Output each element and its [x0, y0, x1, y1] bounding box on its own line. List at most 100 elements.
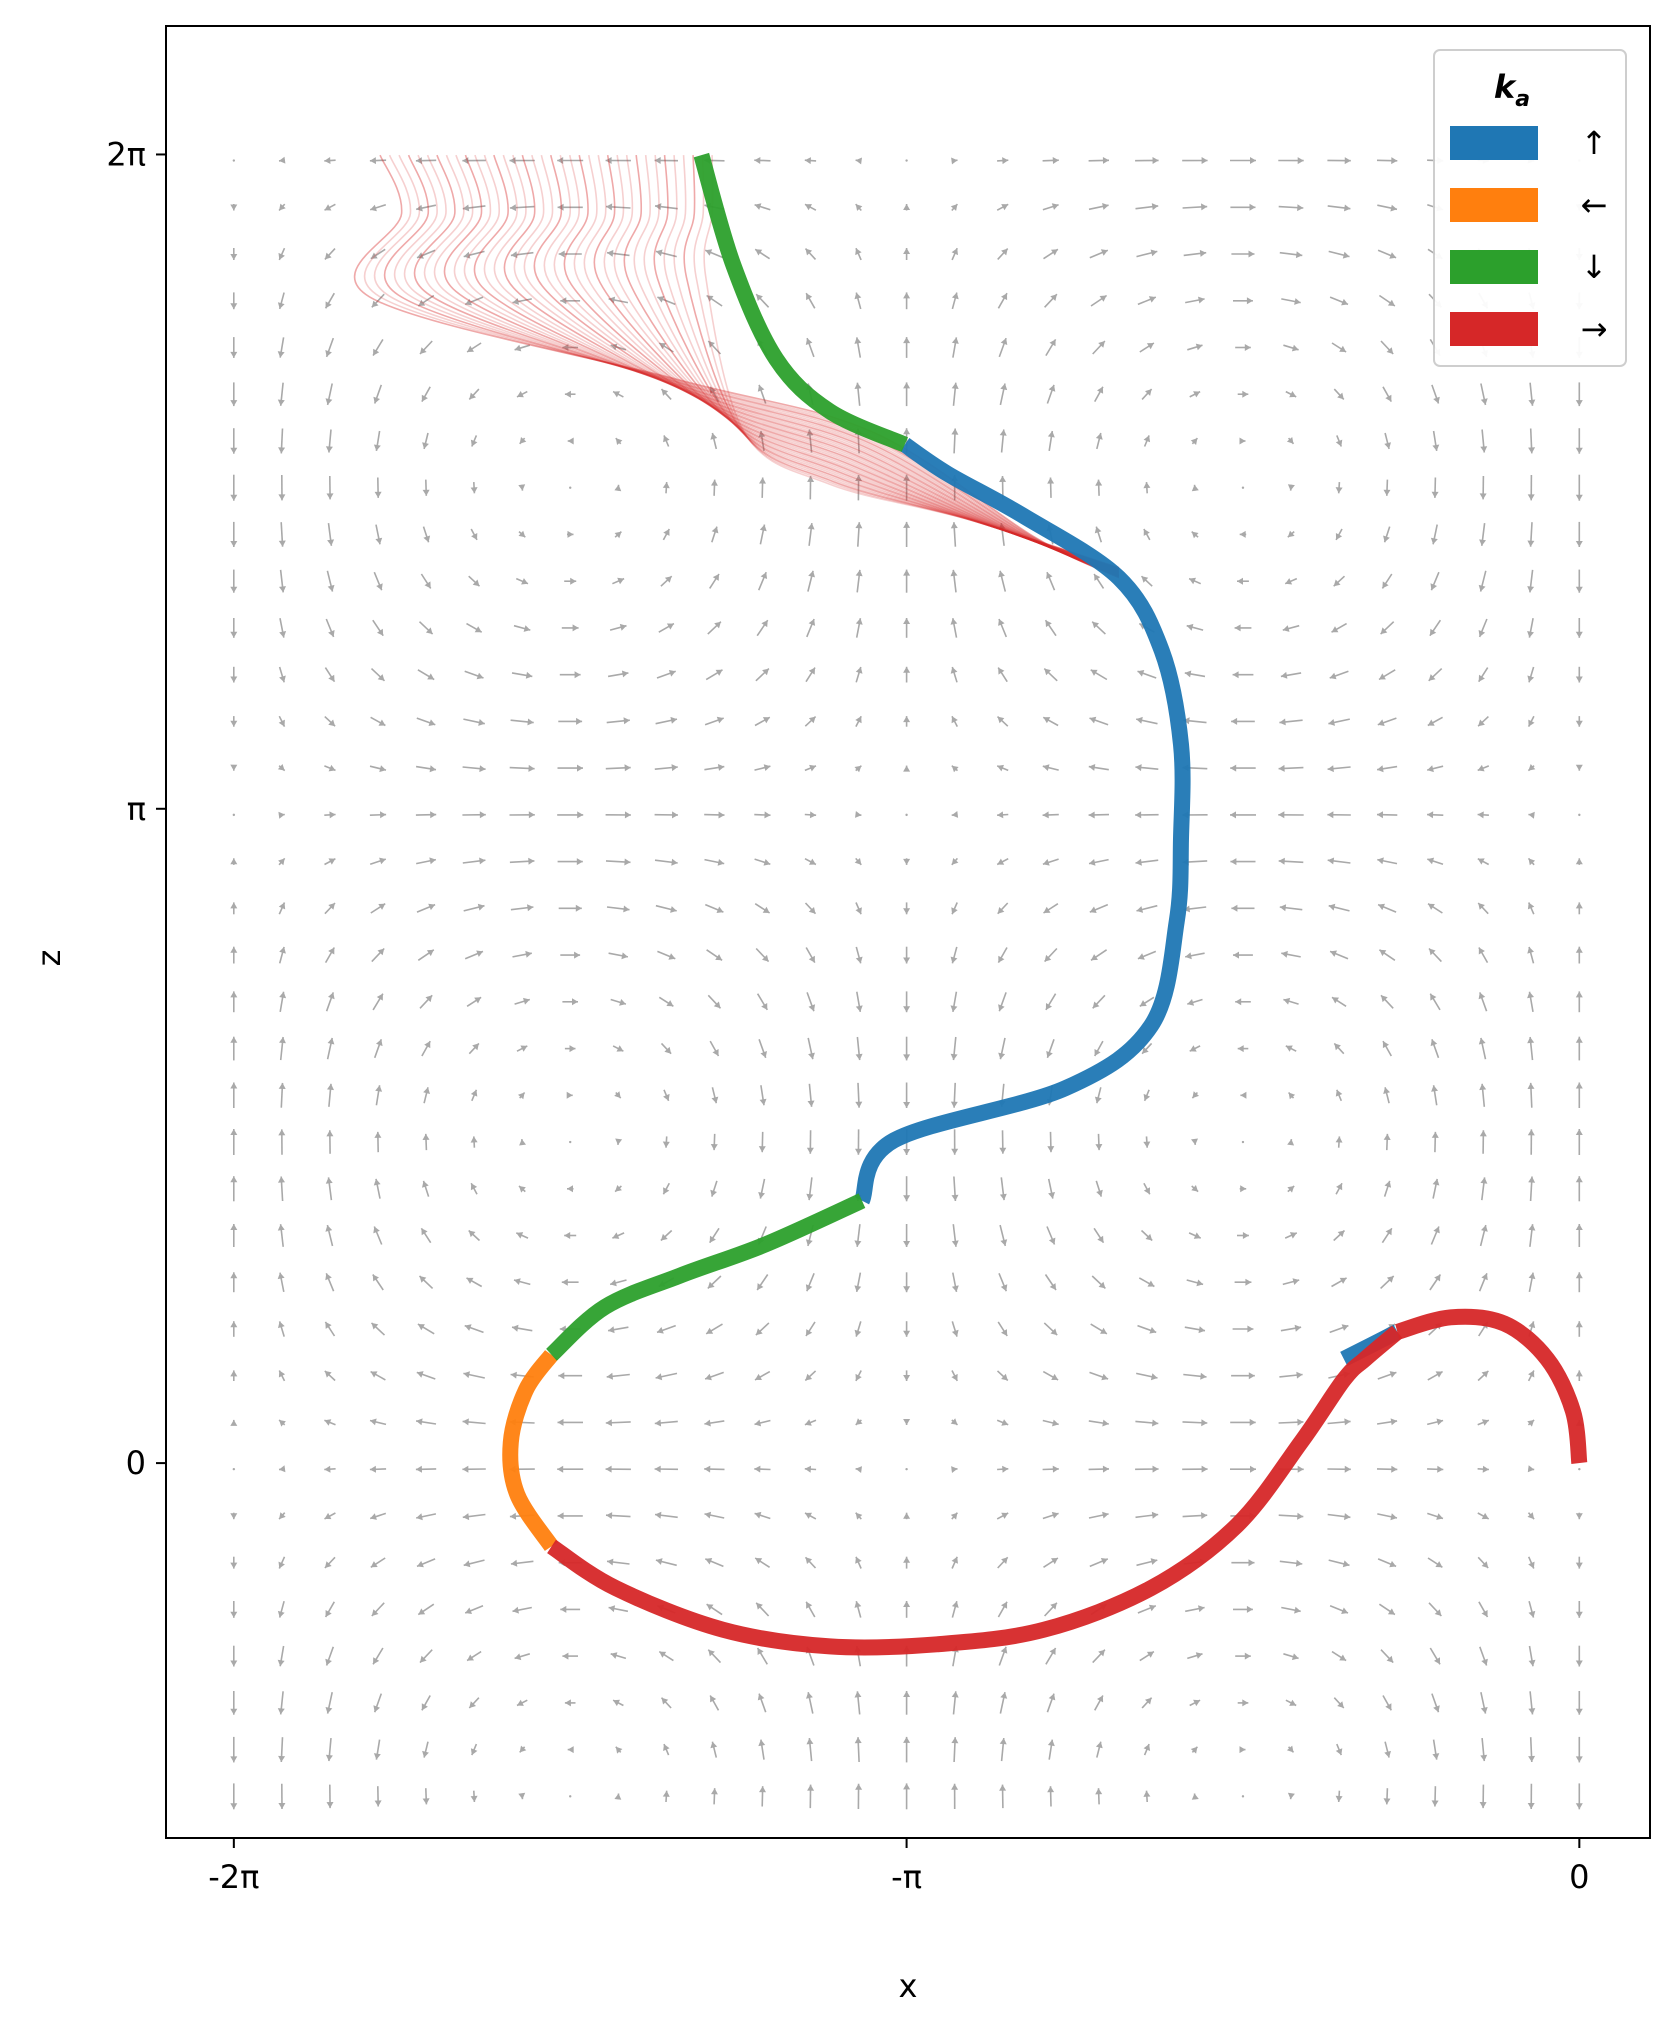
vector-arrow [415, 157, 437, 165]
vector-arrow [1382, 1695, 1392, 1711]
vector-arrow [998, 337, 1008, 358]
vector-arrow [1377, 903, 1397, 913]
vector-arrow [1183, 905, 1207, 913]
faint-trajectory [483, 154, 1120, 575]
vector-arrow [756, 1274, 769, 1291]
vector-arrow [422, 1180, 430, 1197]
vector-arrow [509, 764, 535, 772]
vector-arrow [326, 1037, 335, 1060]
vector-arrow [277, 764, 286, 772]
vector-arrow [707, 621, 722, 635]
vector-arrow [1575, 1176, 1583, 1202]
vector-arrow [278, 715, 286, 727]
vector-arrow [230, 1272, 238, 1293]
vector-arrow [230, 902, 238, 915]
vector-arrow [417, 669, 435, 681]
vector-arrow [277, 1645, 285, 1667]
vector-arrow [998, 992, 1007, 1012]
vector-arrow [372, 993, 384, 1011]
vector-arrow [996, 716, 1009, 727]
vector-arrow [951, 765, 959, 773]
vector-arrow [1383, 479, 1391, 496]
vector-arrow [660, 1229, 673, 1242]
vector-arrow [1279, 1371, 1303, 1379]
vector-arrow [854, 382, 862, 406]
vector-arrow [854, 1691, 862, 1715]
vector-arrow [466, 622, 483, 633]
vector-arrow [1331, 1650, 1347, 1662]
vector-arrow [1377, 1558, 1397, 1568]
vector-arrow [1278, 1418, 1304, 1426]
vector-arrow [1088, 1511, 1109, 1519]
vector-arrow [1527, 857, 1536, 866]
vector-arrow [1287, 530, 1295, 538]
vector-arrow [1279, 904, 1303, 912]
vector-arrow [950, 203, 959, 212]
vector-arrow [1187, 343, 1203, 351]
vector-arrow [569, 486, 572, 489]
vector-arrow [369, 1512, 387, 1520]
vector-arrow [1287, 1185, 1295, 1193]
vector-arrow [754, 716, 771, 727]
vector-arrow [1280, 671, 1302, 679]
vector-arrow [756, 1647, 768, 1665]
vector-arrow [1285, 1045, 1297, 1052]
vector-arrow [421, 386, 431, 402]
vector-arrow [1137, 1324, 1157, 1334]
vector-arrow [369, 1465, 387, 1473]
vector-arrow [1575, 1272, 1583, 1293]
vector-arrow [1328, 903, 1350, 912]
vector-arrow [1575, 1321, 1583, 1337]
vector-arrow [758, 1178, 766, 1199]
vector-arrow [1427, 1557, 1443, 1568]
vector-arrow [278, 946, 286, 964]
legend-swatch [1450, 312, 1538, 346]
vector-arrow [1329, 296, 1349, 306]
vector-arrow [855, 1082, 863, 1108]
vector-arrow [374, 1131, 382, 1153]
vector-arrow [1191, 484, 1199, 492]
faint-trajectory [703, 155, 1120, 569]
vector-arrow [855, 1556, 862, 1569]
vector-arrow [325, 1272, 335, 1292]
vector-arrow [1429, 1647, 1441, 1665]
vector-arrow [560, 951, 581, 959]
vector-arrow [278, 474, 286, 501]
vector-arrow [422, 432, 429, 450]
vector-arrow [805, 337, 815, 358]
vector-arrow [996, 1370, 1009, 1382]
vector-arrow [658, 996, 674, 1007]
vector-arrow [605, 157, 631, 164]
vector-arrow [654, 1419, 678, 1427]
vector-arrow [759, 477, 766, 498]
vector-arrow [1044, 1602, 1058, 1617]
vector-arrow [903, 1601, 911, 1618]
vector-arrow [704, 1465, 725, 1473]
vector-arrow [230, 337, 238, 358]
vector-arrow [373, 430, 381, 452]
vector-arrow [654, 203, 678, 211]
vector-arrow [1183, 1372, 1207, 1380]
vector-arrow [1235, 344, 1251, 351]
vector-arrow [466, 1277, 483, 1288]
legend: ka ↑ ← ↓ → [1433, 49, 1627, 367]
vector-arrow [804, 157, 817, 165]
vector-arrow [1527, 1556, 1535, 1569]
vector-arrow [463, 1371, 485, 1379]
vector-arrow [278, 1556, 286, 1569]
vector-arrow [804, 1556, 817, 1569]
vector-arrow [279, 569, 286, 593]
vector-arrow [1378, 949, 1396, 961]
vector-arrow [855, 1418, 863, 1426]
vector-arrow [663, 1089, 670, 1102]
vector-arrow [470, 435, 478, 447]
vector-arrow [855, 991, 863, 1013]
vector-arrow [372, 1647, 384, 1665]
vector-arrow [278, 1465, 286, 1473]
vector-arrow [855, 1512, 863, 1520]
vector-arrow [1278, 811, 1304, 819]
vector-arrow [903, 946, 911, 964]
vector-arrow [519, 437, 527, 445]
vector-arrow [1335, 482, 1343, 494]
vector-arrow [1185, 952, 1205, 960]
